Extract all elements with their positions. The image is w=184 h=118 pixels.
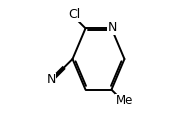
Text: N: N [46, 74, 56, 86]
Text: Me: Me [116, 94, 133, 107]
Text: N: N [107, 21, 117, 34]
Text: Cl: Cl [68, 8, 80, 21]
